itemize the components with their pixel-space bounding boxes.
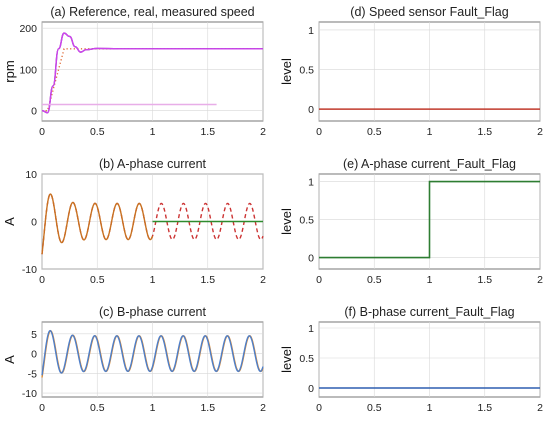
series-line-measured (41, 329, 264, 376)
x-tick-label: 1.5 (477, 126, 492, 138)
x-tick-label: 0 (316, 274, 322, 286)
y-tick-label: -10 (22, 388, 37, 400)
y-axis-label: level (279, 346, 294, 373)
y-tick-label: -5 (28, 368, 37, 380)
x-tick-label: 1.5 (477, 274, 492, 286)
y-tick-label: 0 (31, 217, 37, 229)
y-tick-label: 1 (308, 323, 314, 335)
y-tick-label: 100 (19, 64, 37, 76)
chart-title: (c) B-phase current (99, 305, 207, 319)
y-tick-label: 0.5 (299, 65, 314, 77)
y-tick-label: 10 (25, 169, 37, 181)
x-tick-label: 0 (39, 274, 45, 286)
y-tick-label: 200 (19, 23, 37, 35)
x-tick-label: 1 (150, 402, 156, 414)
x-tick-label: 1 (427, 402, 433, 414)
y-axis-label: A (2, 355, 17, 364)
chart-title: (f) B-phase current_Fault_Flag (344, 305, 514, 319)
x-tick-label: 1.5 (477, 402, 492, 414)
y-tick-label: -10 (22, 264, 37, 276)
x-tick-label: 2 (537, 126, 543, 138)
x-tick-label: 0 (316, 126, 322, 138)
x-tick-label: 2 (260, 126, 266, 138)
chart-title: (e) A-phase current_Fault_Flag (343, 157, 516, 171)
x-tick-label: 0.5 (90, 274, 105, 286)
y-tick-label: 1 (308, 177, 314, 189)
y-axis-label: level (279, 208, 294, 235)
x-tick-label: 1 (427, 274, 433, 286)
y-tick-label: 0.5 (299, 215, 314, 227)
x-tick-label: 1.5 (200, 402, 215, 414)
y-tick-label: 5 (31, 329, 37, 341)
x-tick-label: 0.5 (90, 402, 105, 414)
x-tick-label: 1 (150, 126, 156, 138)
chart-title: (a) Reference, real, measured speed (50, 5, 254, 19)
x-tick-label: 1 (150, 274, 156, 286)
y-axis-label: A (2, 217, 17, 226)
x-tick-label: 0 (316, 402, 322, 414)
y-tick-label: 0 (308, 104, 314, 116)
x-tick-label: 2 (260, 402, 266, 414)
y-axis-label: level (279, 58, 294, 85)
series-line-flag (319, 180, 540, 259)
series-line-measured (41, 193, 154, 255)
x-tick-label: 0.5 (90, 126, 105, 138)
x-tick-label: 0 (39, 402, 45, 414)
y-tick-label: 0 (31, 349, 37, 361)
x-tick-label: 1.5 (200, 126, 215, 138)
chart-panel-c: (c) B-phase current A 0 0.5 1 1.5 2 -10 -5 0 5 (2, 305, 266, 414)
y-tick-label: 0 (308, 253, 314, 265)
y-axis-label: rpm (2, 60, 17, 82)
x-tick-label: 0 (39, 126, 45, 138)
series-line-measured (41, 32, 263, 114)
chart-title: (b) A-phase current (99, 157, 207, 171)
y-tick-label: 0 (31, 106, 37, 118)
x-tick-label: 2 (537, 274, 543, 286)
x-tick-label: 2 (537, 402, 543, 414)
x-tick-label: 1.5 (200, 274, 215, 286)
x-tick-label: 0.5 (367, 402, 382, 414)
x-tick-label: 0.5 (367, 126, 382, 138)
y-tick-label: 0.5 (299, 353, 314, 365)
chart-title: (d) Speed sensor Fault_Flag (350, 5, 508, 19)
y-tick-label: 1 (308, 25, 314, 37)
x-tick-label: 0.5 (367, 274, 382, 286)
x-tick-label: 1 (427, 126, 433, 138)
y-tick-label: 0 (308, 383, 314, 395)
x-tick-label: 2 (260, 274, 266, 286)
